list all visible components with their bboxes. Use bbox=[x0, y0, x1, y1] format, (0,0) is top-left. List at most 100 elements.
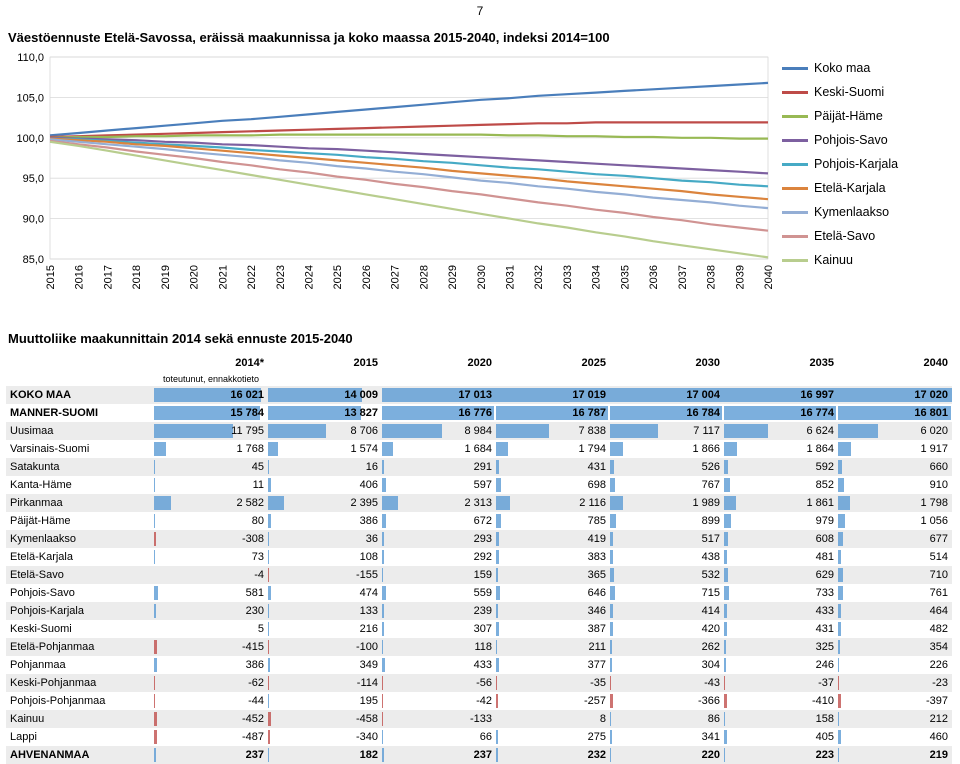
table-cell: -452 bbox=[154, 710, 268, 728]
table-cell: 237 bbox=[382, 746, 496, 764]
table-cell: 17 004 bbox=[610, 386, 724, 404]
table-cell: 1 917 bbox=[838, 440, 952, 458]
table-row: Kainuu-452-458-133886158212 bbox=[6, 710, 952, 728]
legend-item: Keski-Suomi bbox=[782, 85, 898, 99]
table-cell: -35 bbox=[496, 674, 610, 692]
table-cell: 354 bbox=[838, 638, 952, 656]
table-cell: -155 bbox=[268, 566, 382, 584]
table-cell: -257 bbox=[496, 692, 610, 710]
legend-swatch bbox=[782, 187, 808, 190]
row-name: MANNER-SUOMI bbox=[6, 404, 154, 422]
table-cell: -114 bbox=[268, 674, 382, 692]
x-tick-label: 2015 bbox=[45, 265, 57, 289]
table-cell: -366 bbox=[610, 692, 724, 710]
table-cell: 13 827 bbox=[268, 404, 382, 422]
y-tick-label: 100,0 bbox=[16, 133, 44, 145]
line-chart: 85,090,095,0100,0105,0110,02015201620172… bbox=[6, 51, 776, 311]
table-cell: 212 bbox=[838, 710, 952, 728]
col-header: 2035 bbox=[724, 354, 838, 372]
table-cell: 733 bbox=[724, 584, 838, 602]
row-name: Kymenlaakso bbox=[6, 530, 154, 548]
y-tick-label: 95,0 bbox=[23, 173, 44, 185]
row-name: Keski-Pohjanmaa bbox=[6, 674, 154, 692]
table-cell: 433 bbox=[724, 602, 838, 620]
table-cell: 785 bbox=[496, 512, 610, 530]
table-cell: 431 bbox=[496, 458, 610, 476]
y-tick-label: 90,0 bbox=[23, 214, 44, 226]
table-cell: 7 838 bbox=[496, 422, 610, 440]
table-cell: 433 bbox=[382, 656, 496, 674]
table-cell: 133 bbox=[268, 602, 382, 620]
table-row: Keski-Pohjanmaa-62-114-56-35-43-37-23 bbox=[6, 674, 952, 692]
row-name: Pirkanmaa bbox=[6, 494, 154, 512]
row-name: Pohjois-Karjala bbox=[6, 602, 154, 620]
table-cell: 419 bbox=[496, 530, 610, 548]
migration-table: 2014*201520202025203020352040toteutunut,… bbox=[6, 354, 952, 764]
table-cell: 36 bbox=[268, 530, 382, 548]
table-cell: 220 bbox=[610, 746, 724, 764]
table-cell: 1 768 bbox=[154, 440, 268, 458]
table-cell: 219 bbox=[838, 746, 952, 764]
row-name: Pohjois-Savo bbox=[6, 584, 154, 602]
table-cell: 1 798 bbox=[838, 494, 952, 512]
table-cell: 597 bbox=[382, 476, 496, 494]
table-row: Uusimaa11 7958 7068 9847 8387 1176 6246 … bbox=[6, 422, 952, 440]
y-tick-label: 110,0 bbox=[17, 52, 44, 64]
table-cell: 5 bbox=[154, 620, 268, 638]
table-title: Muuttoliike maakunnittain 2014 sekä ennu… bbox=[0, 317, 960, 354]
x-tick-label: 2035 bbox=[619, 265, 631, 289]
table-cell: 979 bbox=[724, 512, 838, 530]
legend-swatch bbox=[782, 211, 808, 214]
table-cell: 559 bbox=[382, 584, 496, 602]
row-name: Pohjois-Pohjanmaa bbox=[6, 692, 154, 710]
table-cell: 182 bbox=[268, 746, 382, 764]
table-row: Kymenlaakso-30836293419517608677 bbox=[6, 530, 952, 548]
table-cell: 1 684 bbox=[382, 440, 496, 458]
table-cell: -37 bbox=[724, 674, 838, 692]
x-tick-label: 2026 bbox=[361, 265, 373, 289]
table-cell: 1 989 bbox=[610, 494, 724, 512]
row-name: Etelä-Savo bbox=[6, 566, 154, 584]
table-cell: 365 bbox=[496, 566, 610, 584]
table-cell: 17 020 bbox=[838, 386, 952, 404]
table-row: Lappi-487-34066275341405460 bbox=[6, 728, 952, 746]
table-cell: 118 bbox=[382, 638, 496, 656]
table-cell: 159 bbox=[382, 566, 496, 584]
table-row: Varsinais-Suomi1 7681 5741 6841 7941 866… bbox=[6, 440, 952, 458]
table-cell: 517 bbox=[610, 530, 724, 548]
table-cell: 16 997 bbox=[724, 386, 838, 404]
col-header bbox=[6, 354, 154, 372]
table-cell: 16 776 bbox=[382, 404, 496, 422]
table-cell: 15 784 bbox=[154, 404, 268, 422]
chart-title: Väestöennuste Etelä-Savossa, eräissä maa… bbox=[0, 26, 960, 51]
table-cell: 710 bbox=[838, 566, 952, 584]
table-cell: 8 984 bbox=[382, 422, 496, 440]
x-tick-label: 2039 bbox=[734, 265, 746, 289]
table-cell: 1 864 bbox=[724, 440, 838, 458]
table-cell: 17 013 bbox=[382, 386, 496, 404]
x-tick-label: 2030 bbox=[476, 265, 488, 289]
table-cell: -23 bbox=[838, 674, 952, 692]
table-cell: 761 bbox=[838, 584, 952, 602]
table-row: Pohjois-Karjala230133239346414433464 bbox=[6, 602, 952, 620]
y-tick-label: 105,0 bbox=[16, 92, 44, 104]
legend-swatch bbox=[782, 115, 808, 118]
table-cell: 1 866 bbox=[610, 440, 724, 458]
table-cell: -42 bbox=[382, 692, 496, 710]
table-cell: 237 bbox=[154, 746, 268, 764]
table-row: Satakunta4516291431526592660 bbox=[6, 458, 952, 476]
table-cell: 346 bbox=[496, 602, 610, 620]
y-tick-label: 85,0 bbox=[23, 254, 44, 266]
x-tick-label: 2037 bbox=[677, 265, 689, 289]
table-cell: 481 bbox=[724, 548, 838, 566]
table-cell: 16 021 bbox=[154, 386, 268, 404]
row-name: Kanta-Häme bbox=[6, 476, 154, 494]
table-cell: -340 bbox=[268, 728, 382, 746]
table-cell: 223 bbox=[724, 746, 838, 764]
table-cell: 1 861 bbox=[724, 494, 838, 512]
table-cell: 767 bbox=[610, 476, 724, 494]
x-tick-label: 2023 bbox=[275, 265, 287, 289]
table-cell: -133 bbox=[382, 710, 496, 728]
table-row: Kanta-Häme11406597698767852910 bbox=[6, 476, 952, 494]
row-name: Keski-Suomi bbox=[6, 620, 154, 638]
